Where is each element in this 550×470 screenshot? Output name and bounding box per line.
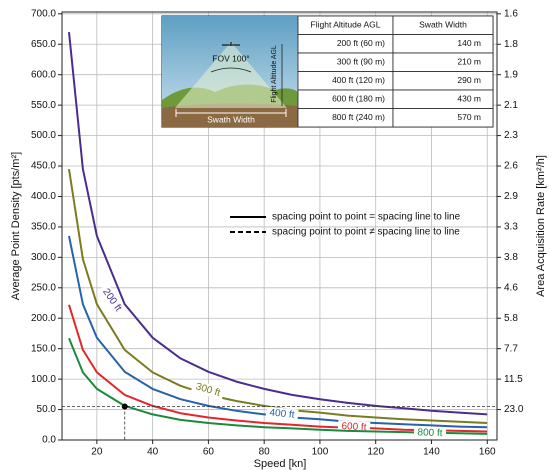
y-tick-label: 350.0 — [31, 222, 56, 233]
swath-label: Swath Width — [207, 114, 255, 124]
y-tick-label: 500.0 — [31, 130, 56, 141]
y2-tick-label: 1.6 — [504, 8, 518, 19]
x-tick-label: 40 — [147, 447, 159, 458]
altitude-label: Flight Altitude AGL — [271, 45, 278, 103]
table-header: Swath Width — [419, 20, 467, 30]
y2-tick-label: 2.3 — [504, 130, 518, 141]
illustration-fov — [175, 42, 287, 108]
fov-label: FOV 100° — [212, 53, 249, 63]
y-tick-label: 0.0 — [42, 435, 56, 446]
y-tick-label: 300.0 — [31, 252, 56, 263]
y2-tick-label: 2.6 — [504, 161, 518, 172]
table-cell-text: 600 ft (180 m) — [332, 94, 385, 104]
y-tick-label: 250.0 — [31, 282, 56, 293]
legend-label: spacing point to point ≠ spacing line to… — [272, 227, 460, 238]
y2-tick-label: 2.9 — [504, 191, 518, 202]
y2-tick-label: 23.0 — [504, 404, 524, 415]
y-tick-label: 200.0 — [31, 313, 56, 324]
y-tick-label: 50.0 — [37, 404, 57, 415]
x-tick-label: 80 — [259, 447, 271, 458]
illustration-drone — [222, 42, 240, 46]
y2-tick-label: 7.7 — [504, 343, 518, 354]
y2-tick-label: 3.8 — [504, 252, 518, 263]
y-tick-label: 450.0 — [31, 161, 56, 172]
table-cell-text: 290 m — [457, 75, 481, 85]
table-cell-text: 200 ft (60 m) — [337, 38, 385, 48]
x-tick-label: 60 — [203, 447, 215, 458]
series-line — [68, 168, 488, 424]
y-tick-label: 150.0 — [31, 343, 56, 354]
illustration-ground — [162, 103, 298, 127]
table-cell — [392, 108, 494, 128]
series-line — [68, 337, 488, 435]
table-cell-text: 300 ft (90 m) — [337, 57, 385, 67]
y-tick-label: 550.0 — [31, 100, 56, 111]
y2-tick-label: 5.8 — [504, 313, 518, 324]
x-tick-label: 140 — [423, 447, 440, 458]
series-line — [68, 31, 488, 416]
y2-tick-label: 2.1 — [504, 100, 518, 111]
series-label-bg — [97, 283, 127, 317]
y2-tick-label: 4.6 — [504, 282, 518, 293]
y2-tick-label: 11.5 — [504, 374, 523, 385]
x-tick-label: 100 — [312, 447, 329, 458]
table-header: Flight Altitude AGL — [311, 20, 381, 30]
table-cell-text: 210 m — [457, 57, 481, 67]
table-cell-text: 800 ft (240 m) — [332, 112, 385, 122]
series-label: 400 ft — [269, 407, 295, 421]
table-cell-text: 430 m — [457, 94, 481, 104]
series-label-bg — [190, 379, 226, 401]
series-label-bg — [413, 426, 447, 440]
series-label: 800 ft — [417, 427, 443, 439]
series-line — [68, 304, 488, 433]
x-tick-label: 120 — [367, 447, 384, 458]
y-tick-label: 100.0 — [31, 374, 56, 385]
legend-label: spacing point to point = spacing line to… — [272, 212, 461, 223]
table-cell-text: 400 ft (120 m) — [332, 75, 385, 85]
y2-tick-label: 1.8 — [504, 39, 518, 50]
x-tick-label: 20 — [91, 447, 103, 458]
y-tick-label: 700.0 — [31, 8, 56, 19]
y2-axis-title: Area Acquisition Rate [km²/h] — [535, 155, 547, 297]
y-tick-label: 400.0 — [31, 191, 56, 202]
y2-tick-label: 3.3 — [504, 222, 518, 233]
illustration-swath-arrow — [175, 109, 287, 117]
marker-point — [121, 403, 128, 410]
y-tick-label: 650.0 — [31, 39, 56, 50]
y2-tick-label: 1.9 — [504, 69, 518, 80]
series-line — [68, 235, 488, 429]
table-cell-text: 140 m — [457, 38, 481, 48]
table-cell-text: 570 m — [457, 112, 481, 122]
plot-frame — [61, 11, 498, 441]
x-tick-label: 160 — [479, 447, 496, 458]
illustration-fov-arc — [210, 67, 252, 73]
series-label-bg — [265, 406, 299, 422]
x-axis-title: Speed [kn] — [254, 458, 307, 470]
y-axis-title: Average Point Density [pts/m²] — [10, 152, 22, 300]
y-tick-label: 600.0 — [31, 69, 56, 80]
